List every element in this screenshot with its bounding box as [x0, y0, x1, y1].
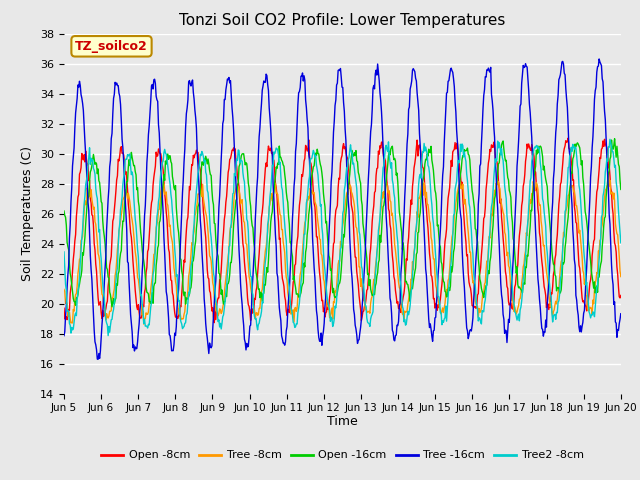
Tree2 -8cm — [128, 169, 136, 175]
Tree2 -8cm — [70, 320, 78, 325]
X-axis label: Time: Time — [327, 415, 358, 428]
Tree -8cm — [214, 313, 222, 319]
Tree -8cm — [70, 308, 78, 314]
Open -16cm — [108, 304, 116, 310]
Title: Tonzi Soil CO2 Profile: Lower Temperatures: Tonzi Soil CO2 Profile: Lower Temperatur… — [179, 13, 506, 28]
Open -16cm — [128, 155, 136, 160]
Tree -8cm — [411, 243, 419, 249]
Y-axis label: Soil Temperatures (C): Soil Temperatures (C) — [22, 146, 35, 281]
Line: Open -16cm: Open -16cm — [64, 139, 621, 307]
Open -8cm — [184, 214, 192, 220]
Legend: Open -8cm, Tree -8cm, Open -16cm, Tree -16cm, Tree2 -8cm: Open -8cm, Tree -8cm, Open -16cm, Tree -… — [97, 446, 588, 465]
Open -8cm — [70, 249, 78, 254]
Tree -8cm — [60, 287, 68, 292]
Tree -8cm — [140, 321, 148, 327]
Tree -8cm — [617, 274, 625, 279]
Open -16cm — [214, 253, 222, 259]
Tree -16cm — [70, 145, 78, 151]
Tree -16cm — [60, 333, 68, 338]
Open -8cm — [214, 295, 222, 301]
Tree2 -8cm — [60, 249, 68, 255]
Tree -16cm — [94, 357, 102, 362]
Open -8cm — [60, 305, 68, 311]
Open -16cm — [411, 269, 419, 275]
Text: TZ_soilco2: TZ_soilco2 — [75, 40, 148, 53]
Open -16cm — [611, 136, 618, 142]
Open -8cm — [211, 320, 218, 325]
Open -16cm — [60, 208, 68, 214]
Tree -16cm — [617, 311, 625, 317]
Tree -8cm — [185, 274, 193, 279]
Open -8cm — [127, 235, 135, 240]
Open -8cm — [617, 292, 625, 298]
Tree2 -8cm — [214, 319, 222, 324]
Tree -16cm — [595, 56, 603, 62]
Tree2 -8cm — [411, 244, 419, 250]
Tree -16cm — [214, 226, 222, 231]
Tree -8cm — [428, 234, 435, 240]
Tree2 -8cm — [428, 194, 435, 200]
Line: Tree2 -8cm: Tree2 -8cm — [64, 139, 621, 336]
Tree -16cm — [428, 326, 435, 332]
Line: Tree -8cm: Tree -8cm — [64, 177, 621, 324]
Open -16cm — [617, 187, 625, 192]
Tree2 -8cm — [617, 240, 625, 246]
Tree2 -8cm — [104, 333, 112, 338]
Tree -16cm — [185, 79, 193, 85]
Tree2 -8cm — [185, 289, 193, 295]
Open -16cm — [70, 299, 78, 304]
Tree -16cm — [128, 329, 136, 335]
Line: Tree -16cm: Tree -16cm — [64, 59, 621, 360]
Open -8cm — [564, 135, 572, 141]
Open -8cm — [411, 160, 419, 166]
Open -16cm — [185, 294, 193, 300]
Tree -8cm — [127, 213, 135, 219]
Open -16cm — [428, 144, 435, 149]
Tree -16cm — [411, 69, 419, 74]
Tree -8cm — [605, 174, 612, 180]
Line: Open -8cm: Open -8cm — [64, 138, 621, 323]
Tree2 -8cm — [606, 136, 614, 142]
Open -8cm — [428, 272, 435, 278]
